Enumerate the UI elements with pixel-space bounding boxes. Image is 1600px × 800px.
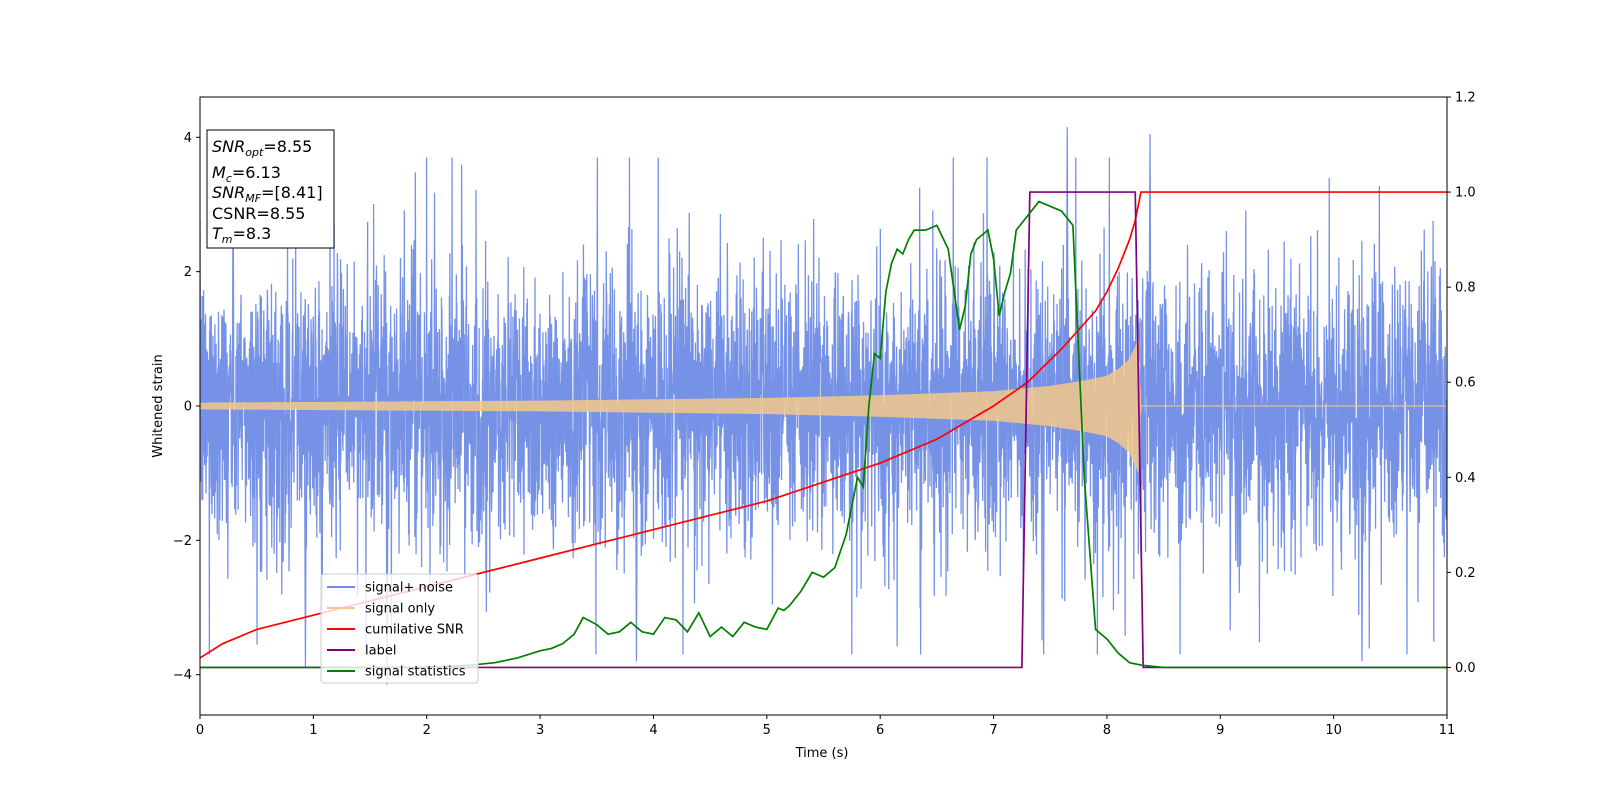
x-tick-label: 5 [763,723,771,738]
info-snr-opt: SNRopt=8.55 [212,137,312,159]
legend-label: signal statistics [365,665,466,680]
y-right-tick-label: 0.8 [1455,281,1476,296]
y-right-tick-label: 0.4 [1455,471,1476,486]
y-left-tick-label: 2 [184,265,192,280]
info-box-frame [206,129,335,249]
x-tick-label: 1 [309,723,317,738]
legend-label: label [365,644,396,659]
x-tick-label: 9 [1216,723,1224,738]
x-axis: 0 1 2 3 4 5 6 7 8 9 10 11 [196,715,1455,738]
legend-label: signal only [365,602,435,617]
y-right-tick-label: 0.0 [1455,661,1476,676]
y-left-tick-label: −2 [173,534,192,549]
y-right-tick-label: 0.6 [1455,376,1476,391]
y-right-tick-label: 1.2 [1455,91,1476,106]
y-right-tick-label: 0.2 [1455,566,1476,581]
info-tm: Tm=8.3 [212,224,271,246]
x-tick-label: 0 [196,723,204,738]
x-tick-label: 4 [649,723,657,738]
x-tick-label: 7 [989,723,997,738]
info-mc: Mc=6.13 [212,163,281,185]
x-tick-label: 2 [423,723,431,738]
x-tick-label: 6 [876,723,884,738]
info-snr-mf: SNRMF=[8.41] [212,183,323,205]
x-axis-label: Time (s) [795,746,849,761]
x-tick-label: 3 [536,723,544,738]
series-signal-noise [200,127,1447,685]
legend-label: signal+ noise [365,581,453,596]
y-left-tick-label: 0 [184,400,192,415]
legend: signal+ noise signal only cumilative SNR la… [320,573,479,684]
y-left-tick-label: 4 [184,131,192,146]
y-left-tick-label: −4 [173,668,192,683]
legend-frame [320,573,479,684]
info-csnr: CSNR=8.55 [212,204,305,223]
info-box: SNRopt=8.55 Mc=6.13 SNRMF=[8.41] CSNR=8.… [206,129,335,249]
x-tick-label: 10 [1325,723,1342,738]
x-tick-label: 11 [1439,723,1456,738]
y-axis-label-left: Whitened strain [151,354,166,457]
y-right-tick-label: 1.0 [1455,186,1476,201]
y-axis-left: −4 −2 0 2 4 [173,131,200,683]
y-axis-right: 0.0 0.2 0.4 0.6 0.8 1.0 1.2 [1447,91,1476,676]
legend-label: cumilative SNR [365,623,464,638]
x-tick-label: 8 [1103,723,1111,738]
series-signal-statistics [200,200,1447,669]
series-signal-only [200,338,1447,473]
